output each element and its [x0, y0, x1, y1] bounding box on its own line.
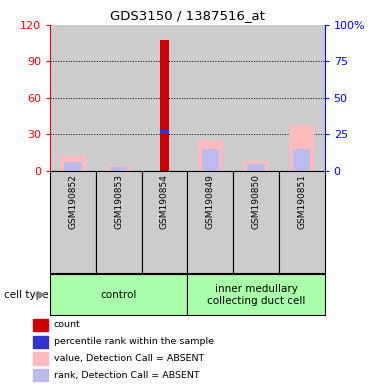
Bar [279, 25, 325, 171]
Bar [110, 167, 127, 171]
Bar [50, 171, 96, 273]
Bar [243, 161, 269, 171]
Bar [96, 171, 142, 273]
Text: percentile rank within the sample: percentile rank within the sample [54, 337, 214, 346]
Text: value, Detection Call = ABSENT: value, Detection Call = ABSENT [54, 354, 204, 363]
Text: GSM190852: GSM190852 [69, 174, 78, 229]
Bar [160, 40, 168, 171]
Bar [293, 149, 311, 171]
Bar [50, 25, 96, 171]
Bar [96, 25, 142, 171]
Text: rank, Detection Call = ABSENT: rank, Detection Call = ABSENT [54, 371, 200, 380]
Bar [33, 336, 48, 348]
Bar [198, 141, 223, 171]
Text: GSM190850: GSM190850 [252, 174, 260, 229]
Bar [106, 166, 131, 171]
Bar [187, 171, 233, 273]
Bar [233, 25, 279, 171]
Bar [60, 156, 86, 171]
Title: GDS3150 / 1387516_at: GDS3150 / 1387516_at [110, 9, 265, 22]
Bar [289, 125, 314, 171]
Bar [201, 149, 219, 171]
Bar [33, 369, 48, 381]
Bar [160, 130, 168, 134]
Bar [142, 171, 187, 273]
Text: GSM190853: GSM190853 [114, 174, 123, 229]
Text: inner medullary
collecting duct cell: inner medullary collecting duct cell [207, 284, 305, 306]
Text: control: control [101, 290, 137, 300]
Text: cell type: cell type [4, 290, 48, 300]
Bar [64, 162, 82, 171]
Text: GSM190849: GSM190849 [206, 174, 215, 229]
Bar [187, 275, 325, 315]
Bar [33, 319, 48, 331]
Bar [187, 25, 233, 171]
Text: GSM190851: GSM190851 [297, 174, 306, 229]
Bar [279, 171, 325, 273]
Text: GSM190854: GSM190854 [160, 174, 169, 229]
Bar [142, 25, 187, 171]
Bar [247, 164, 265, 171]
Bar [50, 275, 187, 315]
Text: count: count [54, 320, 81, 329]
Bar [233, 171, 279, 273]
Bar [33, 353, 48, 364]
